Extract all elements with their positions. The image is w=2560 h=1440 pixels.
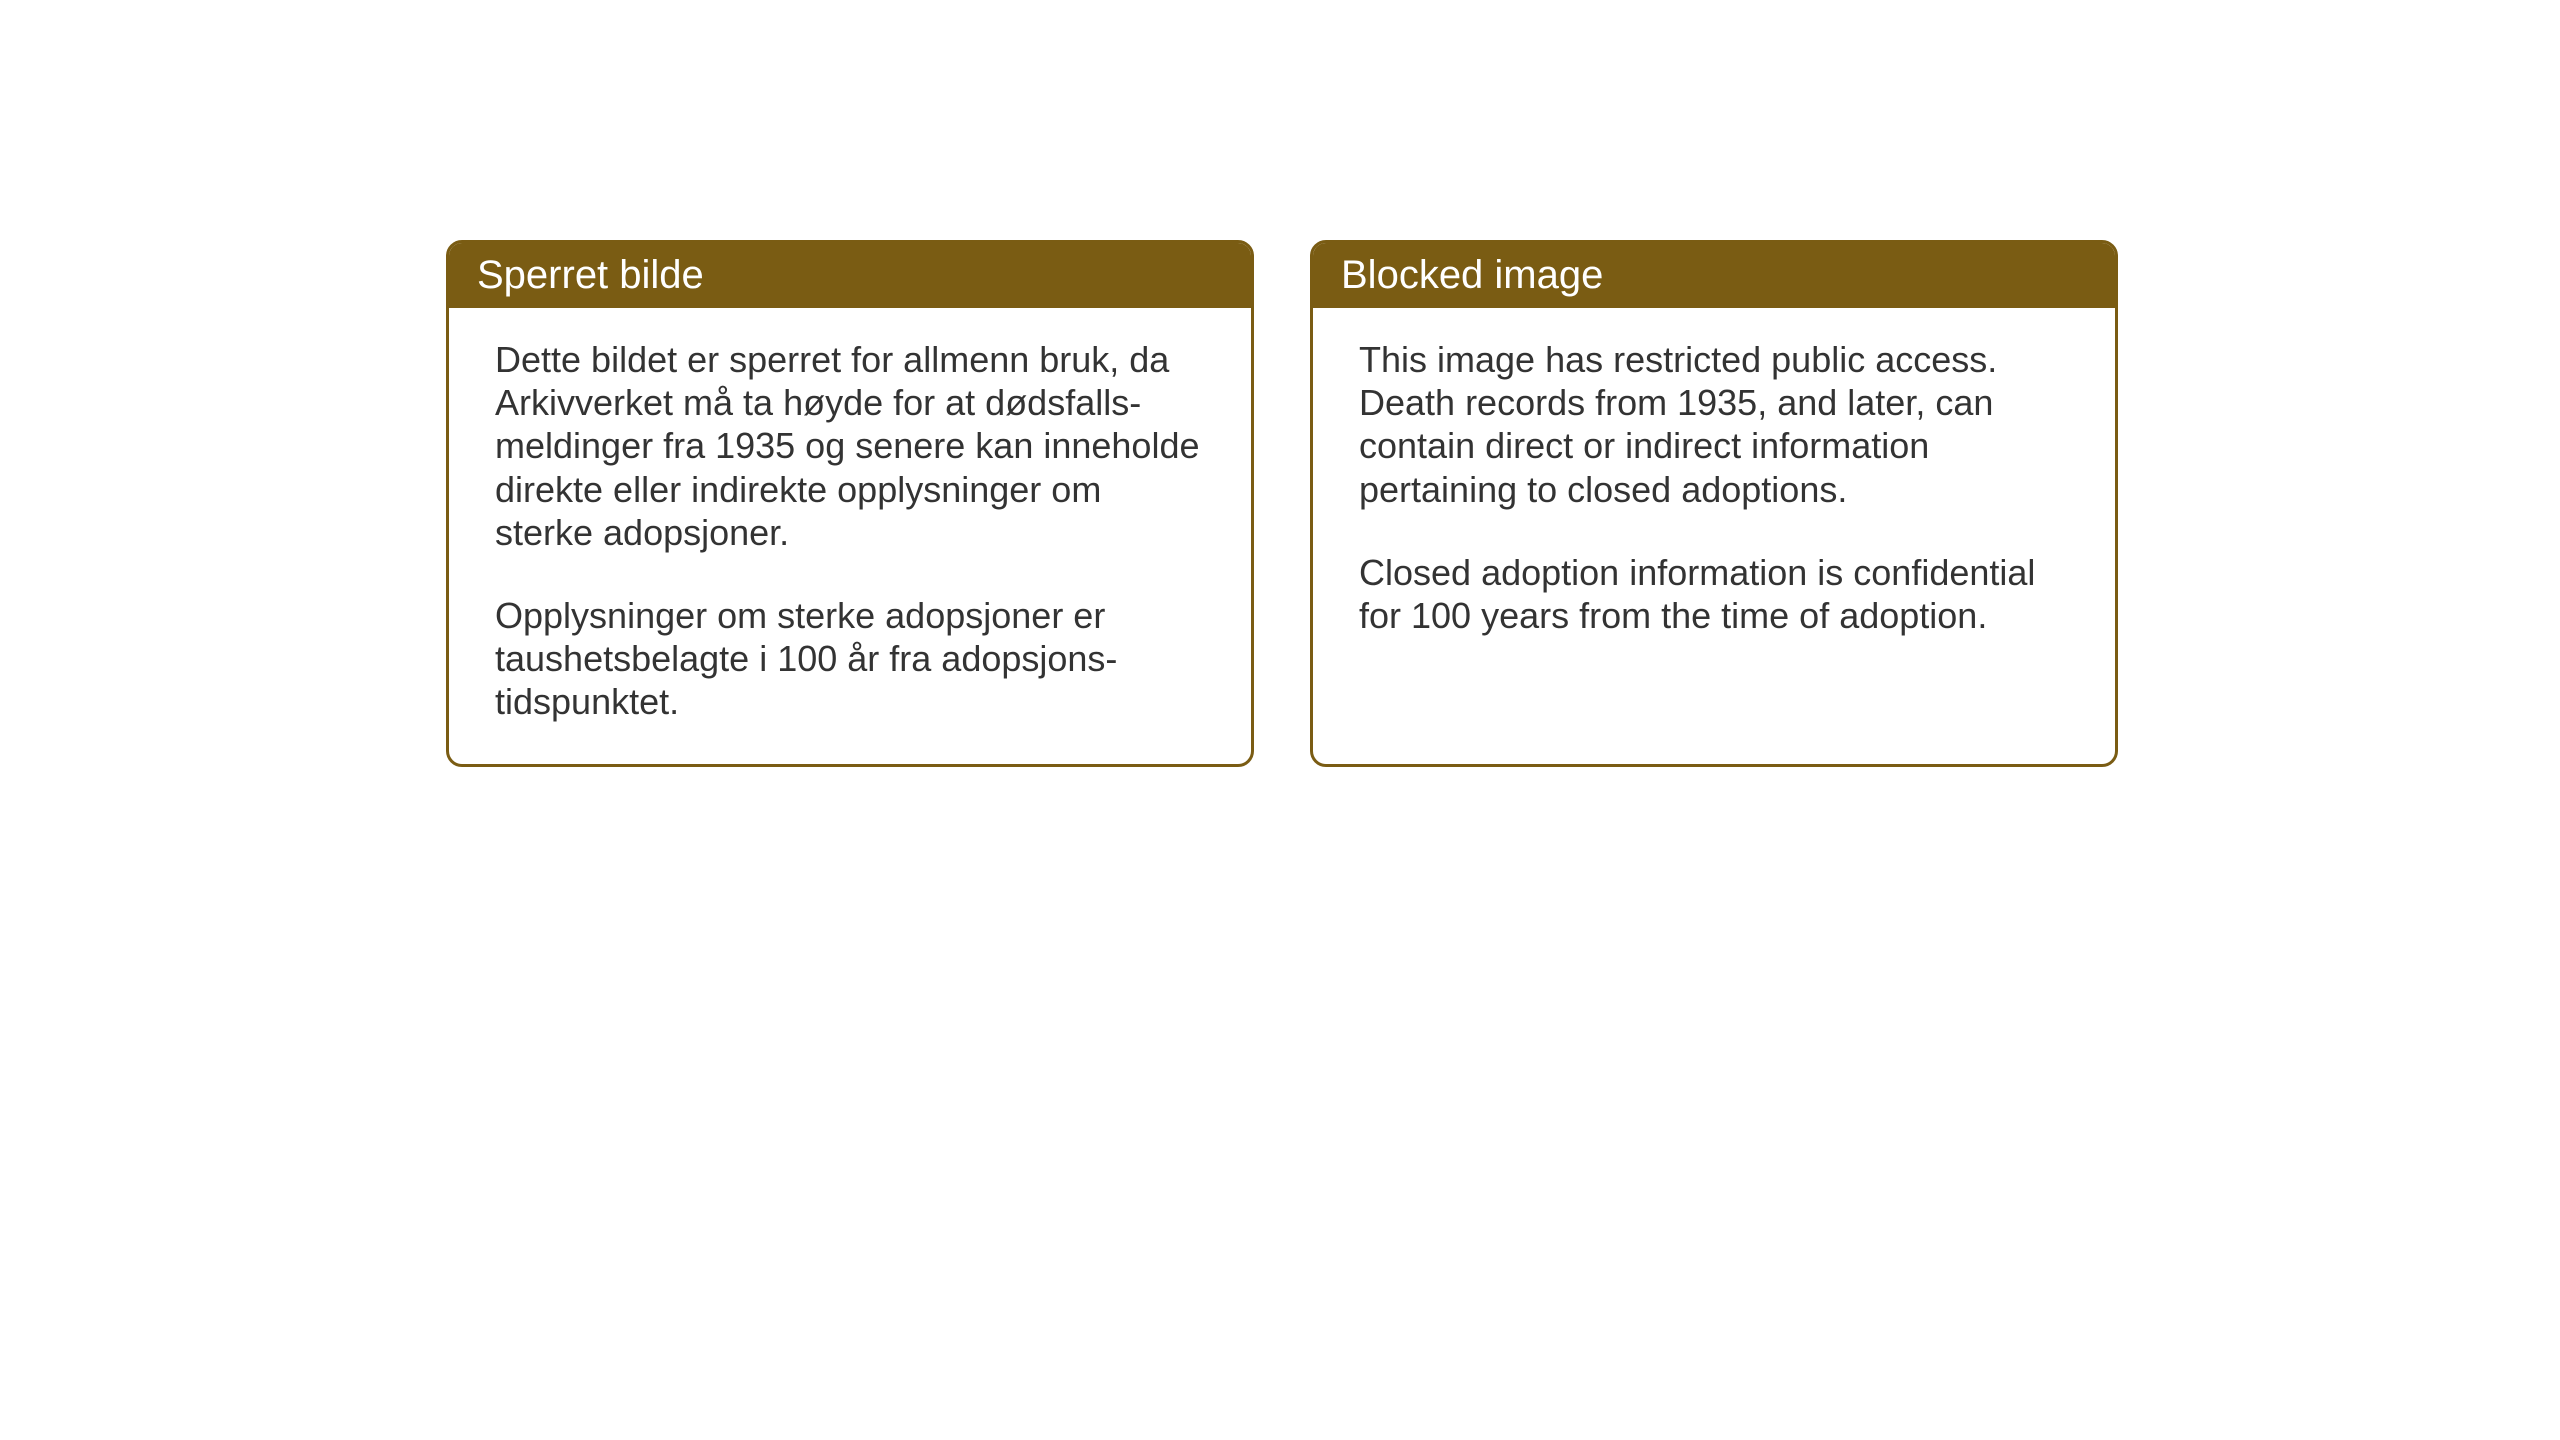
norwegian-card-body: Dette bildet er sperret for allmenn bruk…: [449, 308, 1251, 764]
english-card-title: Blocked image: [1313, 243, 2115, 308]
english-card-body: This image has restricted public access.…: [1313, 308, 2115, 748]
norwegian-paragraph-1: Dette bildet er sperret for allmenn bruk…: [495, 338, 1205, 554]
norwegian-card-title: Sperret bilde: [449, 243, 1251, 308]
english-paragraph-2: Closed adoption information is confident…: [1359, 551, 2069, 637]
norwegian-notice-card: Sperret bilde Dette bildet er sperret fo…: [446, 240, 1254, 767]
english-notice-card: Blocked image This image has restricted …: [1310, 240, 2118, 767]
notice-cards-container: Sperret bilde Dette bildet er sperret fo…: [446, 240, 2118, 767]
english-paragraph-1: This image has restricted public access.…: [1359, 338, 2069, 511]
norwegian-paragraph-2: Opplysninger om sterke adopsjoner er tau…: [495, 594, 1205, 724]
